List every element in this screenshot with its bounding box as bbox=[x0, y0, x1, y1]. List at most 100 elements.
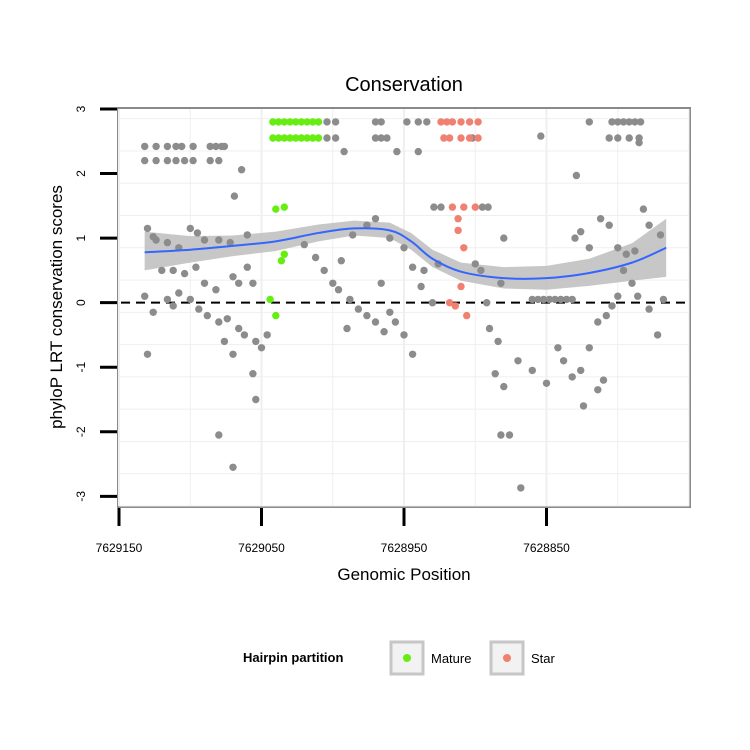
data-point-other bbox=[323, 134, 331, 142]
data-point-other bbox=[491, 370, 499, 378]
data-point-other bbox=[539, 295, 548, 304]
data-point-other bbox=[579, 402, 588, 410]
data-point-other bbox=[437, 203, 445, 211]
data-point-other bbox=[628, 279, 636, 287]
data-point-other bbox=[528, 295, 536, 304]
data-point-mature bbox=[274, 118, 283, 126]
data-point-other bbox=[180, 156, 189, 165]
data-point-other bbox=[517, 484, 525, 492]
legend-dot-mature bbox=[403, 654, 411, 662]
data-point-other bbox=[594, 386, 602, 394]
data-point-other bbox=[230, 192, 239, 200]
data-point-other bbox=[235, 324, 243, 333]
data-point-other bbox=[386, 308, 394, 316]
data-point-other bbox=[243, 231, 251, 239]
data-point-other bbox=[152, 142, 160, 151]
x-tick-label: 7628850 bbox=[523, 541, 570, 555]
legend-label-star: Star bbox=[531, 651, 556, 666]
data-point-mature bbox=[314, 134, 323, 142]
data-point-other bbox=[585, 244, 593, 252]
data-point-other bbox=[203, 311, 211, 320]
data-point-other bbox=[377, 118, 385, 126]
data-point-other bbox=[215, 431, 223, 439]
data-point-other bbox=[568, 295, 576, 304]
data-point-star bbox=[465, 118, 474, 126]
data-point-star bbox=[457, 134, 465, 142]
data-point-other bbox=[614, 118, 622, 126]
data-point-other bbox=[494, 337, 502, 346]
axes: 7629150 7629050 7628950 7628850 -3 -2 -1 0 1 2 3 bbox=[74, 105, 570, 555]
data-point-other bbox=[602, 311, 610, 320]
y-tick-label: 0 bbox=[74, 299, 88, 306]
data-point-star bbox=[448, 203, 457, 211]
data-point-other bbox=[400, 331, 408, 339]
data-point-other bbox=[625, 118, 633, 126]
data-point-other bbox=[557, 295, 565, 304]
data-point-other bbox=[631, 118, 639, 126]
data-point-other bbox=[377, 134, 385, 142]
data-point-star bbox=[471, 203, 479, 211]
data-point-other bbox=[163, 238, 172, 247]
data-point-other bbox=[143, 224, 152, 233]
data-point-other bbox=[414, 118, 422, 126]
data-point-other bbox=[371, 118, 380, 126]
data-point-other bbox=[141, 142, 149, 151]
data-point-other bbox=[215, 318, 223, 326]
data-point-other bbox=[243, 263, 251, 271]
data-point-other bbox=[428, 299, 437, 307]
data-point-other bbox=[189, 156, 197, 165]
data-point-star bbox=[460, 203, 468, 211]
data-point-other bbox=[371, 318, 380, 326]
data-point-mature bbox=[272, 205, 280, 213]
data-point-other bbox=[371, 134, 380, 142]
data-point-other bbox=[240, 331, 249, 339]
data-point-other bbox=[605, 221, 613, 229]
data-point-other bbox=[605, 134, 613, 142]
data-point-other bbox=[656, 231, 665, 239]
data-point-other bbox=[363, 311, 371, 320]
data-point-other bbox=[192, 263, 200, 271]
data-point-mature bbox=[303, 118, 311, 126]
data-point-mature bbox=[280, 250, 288, 258]
data-point-other bbox=[537, 132, 545, 140]
data-point-other bbox=[229, 273, 237, 281]
data-point-other bbox=[659, 295, 668, 304]
data-point-other bbox=[349, 231, 357, 239]
y-tick-label: 3 bbox=[74, 105, 88, 112]
data-point-other bbox=[528, 366, 536, 375]
data-point-other bbox=[172, 156, 180, 165]
data-point-mature bbox=[292, 118, 300, 126]
data-point-other bbox=[625, 134, 633, 142]
data-point-other bbox=[614, 134, 622, 142]
data-point-other bbox=[329, 279, 337, 287]
data-point-mature bbox=[292, 134, 300, 142]
data-point-other bbox=[391, 318, 400, 326]
data-point-other bbox=[568, 373, 576, 381]
chart-title: Conservation bbox=[345, 74, 463, 96]
data-point-other bbox=[554, 344, 562, 352]
data-point-other bbox=[500, 382, 508, 391]
data-point-star bbox=[454, 215, 462, 223]
data-point-other bbox=[645, 221, 653, 229]
data-point-other bbox=[478, 203, 487, 211]
data-point-other bbox=[594, 318, 602, 326]
data-point-mature bbox=[280, 134, 288, 142]
data-point-star bbox=[445, 299, 454, 307]
data-point-mature bbox=[272, 311, 280, 320]
data-point-other bbox=[141, 156, 149, 165]
data-point-other bbox=[212, 142, 220, 151]
data-point-other bbox=[215, 156, 223, 165]
data-point-star bbox=[437, 118, 445, 126]
data-point-other bbox=[483, 299, 491, 307]
smooth-line-group bbox=[144, 227, 667, 280]
data-point-other bbox=[206, 142, 214, 151]
data-point-other bbox=[551, 295, 559, 304]
data-point-other bbox=[608, 118, 616, 126]
data-point-other bbox=[186, 295, 194, 304]
data-point-other bbox=[383, 134, 391, 142]
data-point-star bbox=[457, 118, 465, 126]
data-point-other bbox=[393, 147, 401, 156]
data-point-other bbox=[514, 357, 522, 365]
data-point-other bbox=[343, 324, 351, 333]
data-point-other bbox=[571, 234, 579, 242]
